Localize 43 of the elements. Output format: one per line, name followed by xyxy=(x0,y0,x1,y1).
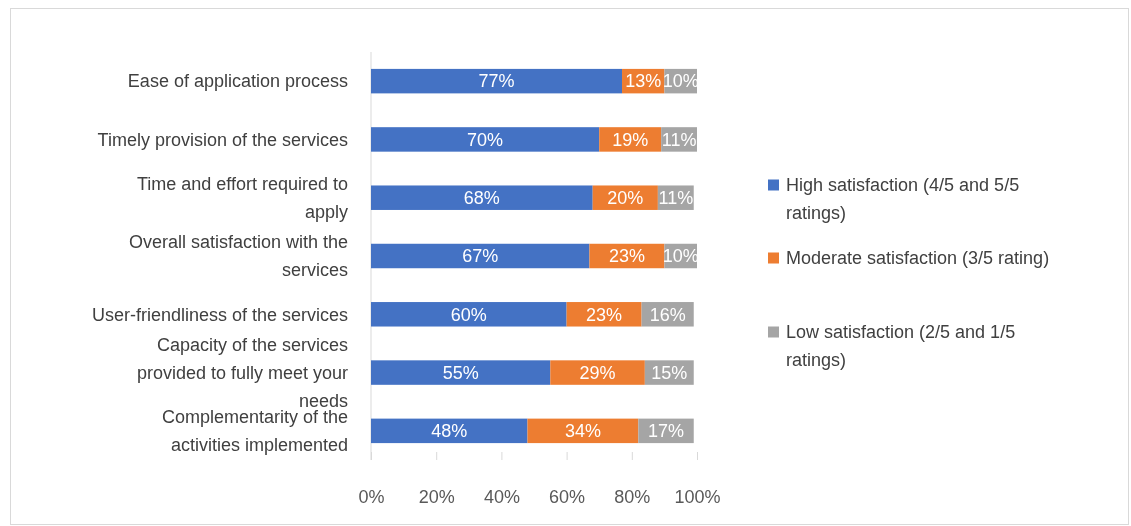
x-tick-label: 0% xyxy=(358,487,385,508)
data-label: 11% xyxy=(658,188,694,209)
data-label: 77% xyxy=(478,71,515,92)
bar xyxy=(371,418,528,444)
bar xyxy=(371,243,590,269)
y-tick-label: Time and effort required to apply xyxy=(136,174,348,223)
data-label: 29% xyxy=(579,362,616,383)
bar xyxy=(371,127,600,152)
bar xyxy=(371,302,567,327)
data-label: 55% xyxy=(442,362,479,383)
bar xyxy=(371,68,623,94)
data-label: 23% xyxy=(608,246,645,267)
data-label: 13% xyxy=(625,71,662,92)
legend-label: Low satisfaction (2/5 and 1/5 ratings) xyxy=(786,322,1016,371)
legend-label: Moderate satisfaction (3/5 rating) xyxy=(786,248,1050,269)
x-tick-label: 20% xyxy=(418,487,455,508)
x-tick-label: 60% xyxy=(549,487,586,508)
data-label: 20% xyxy=(607,188,644,209)
y-tick-label: Ease of application process xyxy=(127,71,348,92)
data-label: 19% xyxy=(612,129,649,150)
x-tick-label: 80% xyxy=(614,487,651,508)
bar xyxy=(371,185,593,210)
data-label: 15% xyxy=(651,362,688,383)
data-label: 34% xyxy=(564,421,601,442)
legend-label: High satisfaction (4/5 and 5/5 ratings) xyxy=(786,175,1020,224)
data-label: 11% xyxy=(661,129,697,150)
data-label: 23% xyxy=(586,304,623,325)
x-tick-label: 40% xyxy=(483,487,520,508)
bar xyxy=(550,360,645,385)
data-label: 70% xyxy=(467,129,504,150)
bar xyxy=(371,360,551,385)
x-tick-label: 100% xyxy=(674,487,721,508)
y-tick-label: Timely provision of the services xyxy=(97,129,348,150)
data-label: 10% xyxy=(662,246,699,267)
data-label: 10% xyxy=(662,71,699,92)
y-tick-label: Overall satisfaction with the services xyxy=(128,232,348,281)
data-label: 17% xyxy=(648,421,685,442)
y-tick-label: User-friendliness of the services xyxy=(91,304,348,325)
data-label: 16% xyxy=(649,304,686,325)
data-label: 67% xyxy=(462,246,499,267)
data-label: 68% xyxy=(463,188,500,209)
data-label: 60% xyxy=(450,304,487,325)
data-label: 48% xyxy=(431,421,468,442)
